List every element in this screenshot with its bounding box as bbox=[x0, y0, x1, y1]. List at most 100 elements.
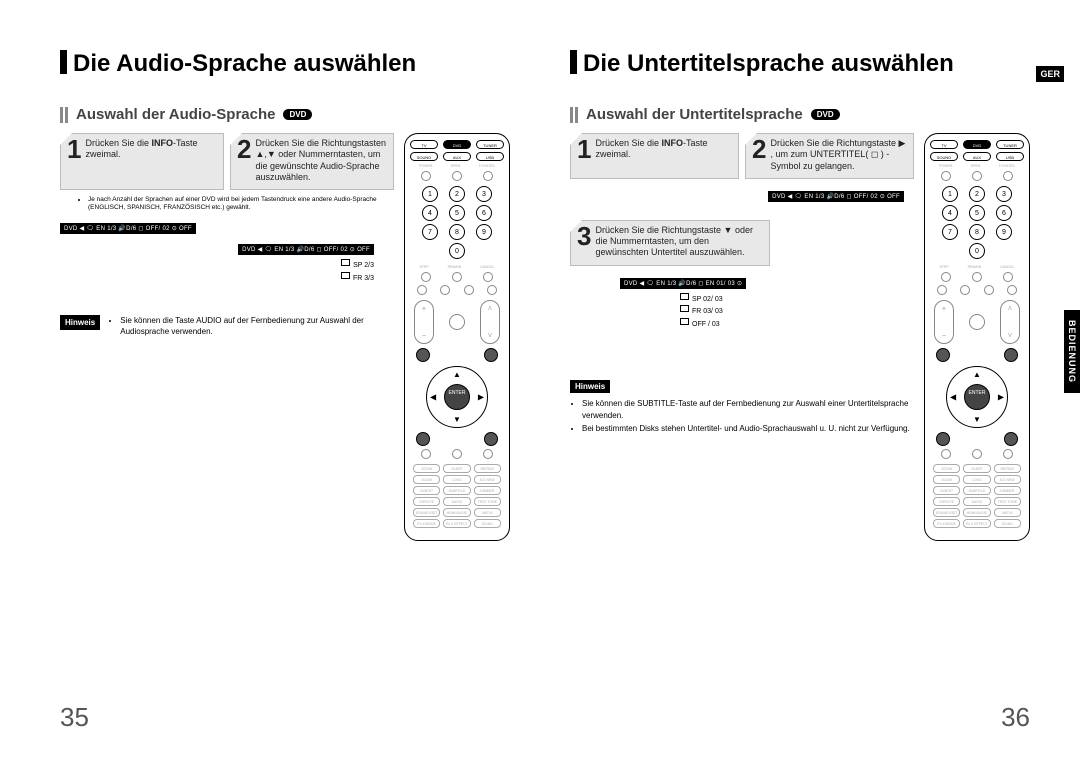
remote-dpad: ▲ ▼ ◀ ▶ ENTER bbox=[426, 366, 488, 428]
arrow-left-icon: ◀ bbox=[430, 393, 436, 402]
note-item: Je nach Anzahl der Sprachen auf einer DV… bbox=[88, 196, 394, 213]
remote-mute bbox=[449, 314, 465, 330]
osd-lang-list: SP 02/ 03 FR 03/ 03 OFF / 03 bbox=[680, 293, 914, 332]
osd-lang-item: FR 03/ 03 bbox=[680, 305, 914, 318]
osd-lang-item: SP 2/3 bbox=[64, 259, 374, 272]
remote-volume: +− bbox=[414, 300, 434, 344]
page-number: 35 bbox=[60, 702, 89, 733]
remote-btn-tv: TV bbox=[930, 140, 958, 149]
remote-info-btn bbox=[1004, 348, 1018, 362]
osd-lang-item: OFF / 03 bbox=[680, 318, 914, 331]
remote-btn-sound: SOUND bbox=[930, 152, 958, 161]
remote-exit-btn bbox=[1004, 432, 1018, 446]
remote-btn-tuner: TUNER bbox=[476, 140, 504, 149]
arrow-up-icon: ▲ bbox=[453, 370, 461, 379]
remote-return-btn bbox=[936, 432, 950, 446]
hinweis-item: Sie können die SUBTITLE-Taste auf der Fe… bbox=[582, 398, 914, 420]
osd-display: DVD ◀ 🗨 EN 1/3 🔊D/6 ◻ OFF/ 02 ⊙ OFF bbox=[238, 244, 374, 255]
arrow-right-icon: ▶ bbox=[998, 393, 1004, 402]
page-number: 36 bbox=[1001, 702, 1030, 733]
osd-lang-item: FR 3/3 bbox=[64, 272, 374, 285]
remote-mute bbox=[969, 314, 985, 330]
remote-btn-usb: USB bbox=[996, 152, 1024, 161]
osd-lang-list: SP 2/3 FR 3/3 bbox=[64, 259, 374, 285]
remote-volume: +− bbox=[934, 300, 954, 344]
hinweis-item: Bei bestimmten Disks stehen Untertitel- … bbox=[582, 423, 914, 434]
hinweis-block: Hinweis Sie können die SUBTITLE-Taste au… bbox=[570, 381, 914, 434]
section-title: Auswahl der Untertitelsprache bbox=[586, 106, 803, 123]
remote-menu-btn bbox=[936, 348, 950, 362]
section-bars-icon bbox=[60, 107, 70, 123]
remote-btn-tuner: TUNER bbox=[996, 140, 1024, 149]
title-text: Die Audio-Sprache auswählen bbox=[73, 50, 416, 77]
osd-display: DVD ◀ 🗨 EN 1/3 🔊D/6 ◻ EN 01/ 03 ⊙ bbox=[620, 278, 746, 289]
step-number: 2 bbox=[752, 138, 766, 161]
remote-enter-btn: ENTER bbox=[964, 384, 990, 410]
section-header: Auswahl der Untertitelsprache DVD bbox=[570, 106, 1030, 123]
steps-column: 1 Drücken Sie die INFO-Taste zweimal. 2 … bbox=[60, 133, 394, 339]
section-bars-icon bbox=[570, 107, 580, 123]
remote-btn-dvd: DVD bbox=[963, 140, 991, 149]
step-1: 1 Drücken Sie die INFO-Taste zweimal. bbox=[570, 133, 739, 179]
remote-exit-btn bbox=[484, 432, 498, 446]
dvd-badge: DVD bbox=[283, 109, 312, 120]
steps-column: 1 Drücken Sie die INFO-Taste zweimal. 2 … bbox=[570, 133, 914, 436]
step-text: Drücken Sie die Richtungstaste ▶ , um zu… bbox=[770, 138, 907, 172]
remote-illustration: TV DVD TUNER SOUND AUX USB POWEROPENTV/V… bbox=[924, 133, 1030, 541]
remote-btn-aux: AUX bbox=[963, 152, 991, 161]
hinweis-item: Sie können die Taste AUDIO auf der Fernb… bbox=[120, 315, 394, 337]
arrow-left-icon: ◀ bbox=[950, 393, 956, 402]
remote-btn-sound: SOUND bbox=[410, 152, 438, 161]
ger-badge: GER bbox=[1036, 66, 1064, 82]
section-title: Auswahl der Audio-Sprache bbox=[76, 106, 275, 123]
title-bar-icon bbox=[570, 50, 577, 74]
arrow-right-icon: ▶ bbox=[478, 393, 484, 402]
page-35: Die Audio-Sprache auswählen Auswahl der … bbox=[0, 0, 540, 763]
remote-numpad: 123 456 789 0 bbox=[930, 184, 1024, 263]
remote-bottom-grid: ZOOMSLEEPREPEAT SLOWLOGOEZ VIEW DIGESTSU… bbox=[410, 462, 504, 530]
remote-numpad: 123 456 789 0 bbox=[410, 184, 504, 263]
arrow-down-icon: ▼ bbox=[453, 415, 461, 424]
hinweis-block: Hinweis Sie können die Taste AUDIO auf d… bbox=[60, 315, 394, 339]
remote-btn-dvd: DVD bbox=[443, 140, 471, 149]
side-tab: BEDIENUNG bbox=[1064, 310, 1080, 393]
dvd-badge: DVD bbox=[811, 109, 840, 120]
step-number: 1 bbox=[67, 138, 81, 161]
step-2: 2 Drücken Sie die Richtungstaste ▶ , um … bbox=[745, 133, 914, 179]
page-title: Die Audio-Sprache auswählen bbox=[60, 50, 510, 78]
title-text: Die Untertitelsprache auswählen bbox=[583, 50, 954, 77]
step-text: Drücken Sie die INFO-Taste zweimal. bbox=[595, 138, 732, 161]
osd-display: DVD ◀ 🗨 EN 1/3 🔊D/6 ◻ OFF/ 02 ⊙ OFF bbox=[768, 191, 904, 202]
remote-bottom-grid: ZOOMSLEEPREPEAT SLOWLOGOEZ VIEW DIGESTSU… bbox=[930, 462, 1024, 530]
remote-btn-tv: TV bbox=[410, 140, 438, 149]
remote-btn-aux: AUX bbox=[443, 152, 471, 161]
step-number: 2 bbox=[237, 138, 251, 161]
step-text: Drücken Sie die Richtungstasten ▲,▼ oder… bbox=[255, 138, 387, 183]
step-text: Drücken Sie die Richtungstaste ▼ oder di… bbox=[595, 225, 763, 259]
osd-display: DVD ◀ 🗨 EN 1/3 🔊D/6 ◻ OFF/ 02 ⊙ OFF bbox=[60, 223, 196, 234]
page-36: GER BEDIENUNG Die Untertitelsprache ausw… bbox=[540, 0, 1080, 763]
step-number: 1 bbox=[577, 138, 591, 161]
remote-illustration: TV DVD TUNER SOUND AUX USB POWEROPENTV/V… bbox=[404, 133, 510, 541]
remote-dpad: ▲ ▼ ◀ ▶ ENTER bbox=[946, 366, 1008, 428]
arrow-up-icon: ▲ bbox=[973, 370, 981, 379]
remote-return-btn bbox=[416, 432, 430, 446]
step-1: 1 Drücken Sie die INFO-Taste zweimal. bbox=[60, 133, 224, 190]
remote-info-btn bbox=[484, 348, 498, 362]
arrow-down-icon: ▼ bbox=[973, 415, 981, 424]
note-list: Je nach Anzahl der Sprachen auf einer DV… bbox=[80, 196, 394, 213]
title-bar-icon bbox=[60, 50, 67, 74]
step-number: 3 bbox=[577, 225, 591, 248]
remote-channel: ˄˅ bbox=[1000, 300, 1020, 344]
remote-btn-usb: USB bbox=[476, 152, 504, 161]
remote-menu-btn bbox=[416, 348, 430, 362]
remote-channel: ˄˅ bbox=[480, 300, 500, 344]
remote-enter-btn: ENTER bbox=[444, 384, 470, 410]
step-2: 2 Drücken Sie die Richtungstasten ▲,▼ od… bbox=[230, 133, 394, 190]
step-text: Drücken Sie die INFO-Taste zweimal. bbox=[85, 138, 217, 161]
osd-lang-item: SP 02/ 03 bbox=[680, 293, 914, 306]
hinweis-label: Hinweis bbox=[570, 380, 610, 393]
step-3: 3 Drücken Sie die Richtungstaste ▼ oder … bbox=[570, 220, 770, 266]
page-title: Die Untertitelsprache auswählen bbox=[570, 50, 1030, 78]
hinweis-label: Hinweis bbox=[60, 315, 100, 330]
